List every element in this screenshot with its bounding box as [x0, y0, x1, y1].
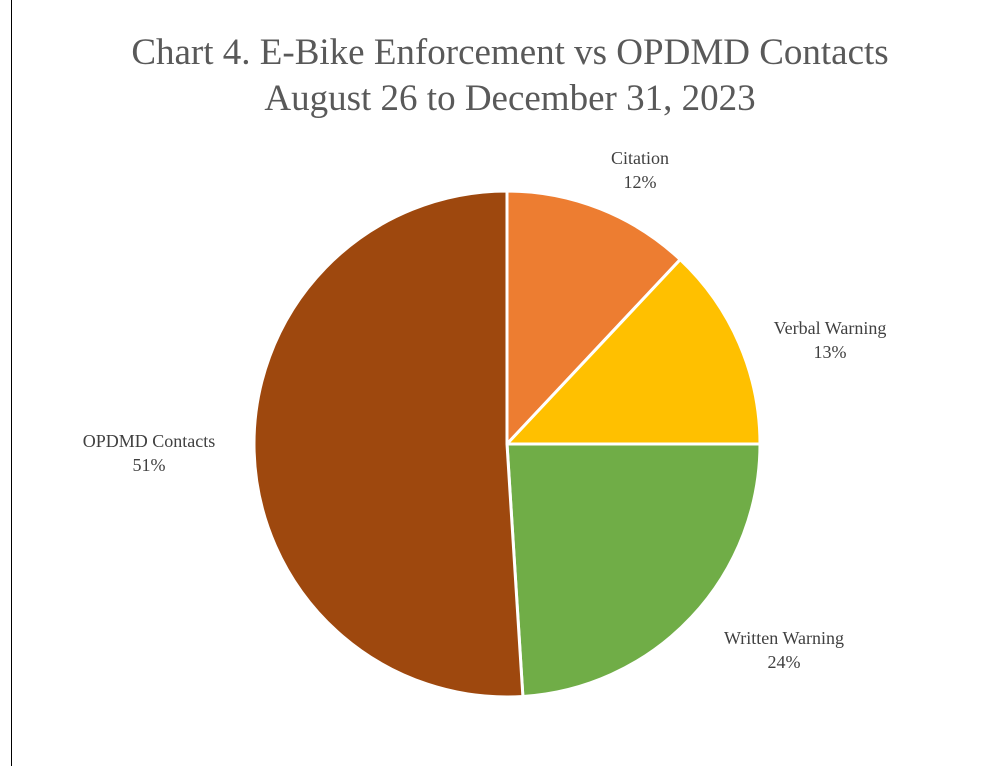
slice-percent-label: 24% [768, 652, 801, 672]
slice-percent-label: 13% [814, 342, 847, 362]
chart-subtitle: August 26 to December 31, 2023 [264, 78, 756, 119]
slice-label-written-warning: Written Warning 24% [724, 628, 844, 672]
slice-label-opdmd-contacts: OPDMD Contacts 51% [83, 431, 216, 475]
slice-category-label: Written Warning [724, 628, 844, 648]
slice-category-label: OPDMD Contacts [83, 431, 216, 451]
pie-slice-citation [505, 189, 682, 446]
slice-label-citation: Citation 12% [611, 148, 669, 192]
slice-percent-label: 51% [133, 455, 166, 475]
slice-category-label: Verbal Warning [774, 318, 887, 338]
pie-slice-opdmd-contacts [252, 189, 525, 699]
slice-category-label: Citation [611, 148, 669, 168]
pie-slices [252, 189, 762, 699]
slice-label-verbal-warning: Verbal Warning 13% [774, 318, 887, 362]
pie-labels: Citation 12% Verbal Warning 13% Written Warn… [83, 148, 887, 672]
chart-title: Chart 4. E-Bike Enforcement vs OPDMD Con… [131, 32, 889, 73]
pie-slice-verbal-warning [505, 258, 762, 446]
pie-slice-written-warning [505, 442, 762, 698]
slice-percent-label: 12% [624, 172, 657, 192]
page-left-border [11, 0, 12, 766]
chart-title-block: Chart 4. E-Bike Enforcement vs OPDMD Con… [60, 30, 960, 122]
